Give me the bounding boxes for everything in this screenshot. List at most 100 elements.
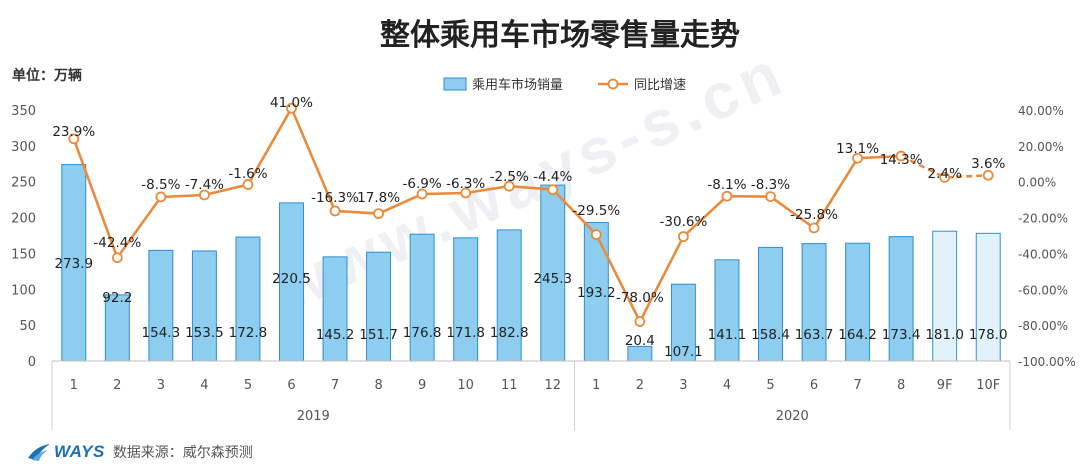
x-tick-label: 7 (853, 378, 861, 393)
growth-point (503, 180, 515, 192)
x-group-label: 2019 (297, 409, 330, 424)
growth-point (286, 102, 297, 114)
growth-value-label: -8.5% (141, 177, 180, 193)
y-right-tick-label: -80.00% (1018, 319, 1068, 333)
x-tick-label: 8 (897, 378, 905, 393)
y-right-tick-label: -100.00% (1018, 355, 1076, 369)
x-tick-label: 4 (200, 378, 208, 393)
x-tick-label: 3 (679, 378, 687, 393)
bar-value-label: 172.8 (229, 325, 268, 341)
growth-value-label: 2.4% (928, 166, 962, 182)
growth-point (634, 316, 646, 327)
y-left-tick-label: 50 (19, 319, 36, 334)
legend-line-marker (607, 78, 619, 90)
bar-value-label: 141.1 (708, 327, 747, 343)
bar-value-label: 193.2 (577, 285, 616, 301)
bar (322, 256, 348, 362)
x-tick-label: 6 (287, 378, 295, 393)
growth-value-label: -78.0% (616, 290, 664, 306)
x-group-label: 2020 (776, 409, 809, 424)
x-tick-label: 2 (113, 378, 121, 393)
growth-point (242, 179, 254, 190)
growth-value-label: 13.1% (836, 141, 879, 157)
x-tick-label: 7 (331, 378, 339, 393)
legend-bar-swatch (443, 77, 467, 91)
bar (366, 251, 392, 362)
ways-logo-icon (28, 444, 50, 461)
y-left-tick-label: 0 (28, 355, 36, 370)
growth-point (895, 150, 907, 162)
growth-value-label: -6.3% (446, 176, 485, 192)
x-tick-label: 5 (244, 378, 252, 393)
y-left-tick-label: 300 (11, 140, 36, 155)
growth-point (678, 231, 689, 242)
bar (714, 259, 740, 362)
bar-value-label: 176.8 (403, 325, 442, 341)
y-left-tick-label: 100 (11, 283, 36, 298)
bar-value-label: 163.7 (795, 327, 834, 343)
y-left-tick-label: 150 (11, 247, 36, 262)
growth-value-label: 14.3% (880, 152, 923, 168)
ways-logo: WAYS (26, 442, 105, 462)
growth-value-label: -8.3% (751, 177, 790, 193)
bar-value-label: 178.0 (969, 327, 1008, 343)
growth-point (939, 172, 951, 183)
x-tick-label: 3 (157, 378, 165, 393)
growth-value-label: -42.4% (93, 235, 141, 251)
y-right-tick-label: 20.00% (1018, 140, 1064, 154)
bar-value-label: 171.8 (446, 325, 485, 341)
x-tick-label: 10F (976, 378, 1000, 393)
bar (496, 229, 522, 362)
growth-value-label: 3.6% (971, 156, 1005, 172)
y-right-tick-label: 40.00% (1018, 104, 1064, 118)
legend-line-label: 同比增速 (634, 78, 686, 93)
y-right-tick-label: -20.00% (1018, 212, 1068, 226)
legend-bar-label: 乘用车市场销量 (472, 77, 563, 93)
growth-point (329, 205, 341, 217)
bar-value-label: 181.0 (925, 327, 964, 343)
x-tick-label: 10 (457, 378, 474, 393)
unit-label: 单位：万辆 (12, 67, 82, 84)
bar-value-label: 164.2 (838, 327, 877, 343)
y-right-tick-label: -60.00% (1018, 283, 1068, 297)
growth-value-label: -30.6% (660, 214, 708, 230)
bar-value-label: 20.4 (625, 333, 655, 349)
growth-point (765, 191, 776, 202)
bar-value-label: 151.7 (359, 327, 398, 343)
x-tick-label: 1 (70, 378, 78, 393)
growth-value-label: -4.4% (533, 169, 572, 185)
bar (845, 242, 871, 362)
bar-value-label: 158.4 (751, 327, 790, 343)
growth-point (111, 252, 123, 264)
x-tick-label: 5 (766, 378, 774, 393)
footer: WAYS 数据来源：威尔森预测 (26, 440, 253, 464)
growth-value-label: -1.6% (228, 166, 267, 182)
x-tick-label: 4 (723, 378, 731, 393)
growth-point (982, 169, 994, 181)
x-tick-label: 8 (374, 378, 382, 393)
bar (235, 236, 261, 362)
chart-title: 整体乘用车市场零售量走势 (380, 18, 740, 53)
bar-value-label: 153.5 (185, 325, 224, 341)
growth-value-label: -6.9% (403, 176, 442, 192)
data-source: 数据来源：威尔森预测 (112, 445, 253, 461)
growth-point (547, 184, 559, 196)
growth-point (68, 133, 80, 145)
growth-value-label: 17.8% (357, 190, 400, 206)
growth-point (590, 229, 602, 241)
logo-text: WAYS (54, 442, 105, 461)
bar (801, 243, 827, 362)
growth-value-label: -25.8% (790, 207, 838, 223)
growth-point (721, 190, 733, 202)
growth-point (808, 222, 820, 234)
x-tick-label: 6 (810, 378, 818, 393)
bar (148, 249, 174, 362)
growth-value-label: -29.5% (572, 203, 620, 219)
growth-line (72, 106, 902, 323)
x-tick-label: 1 (592, 378, 600, 393)
bar-value-label: 245.3 (533, 271, 572, 287)
x-tick-label: 9F (937, 378, 953, 393)
growth-point (460, 187, 472, 199)
x-tick-label: 11 (501, 378, 518, 393)
